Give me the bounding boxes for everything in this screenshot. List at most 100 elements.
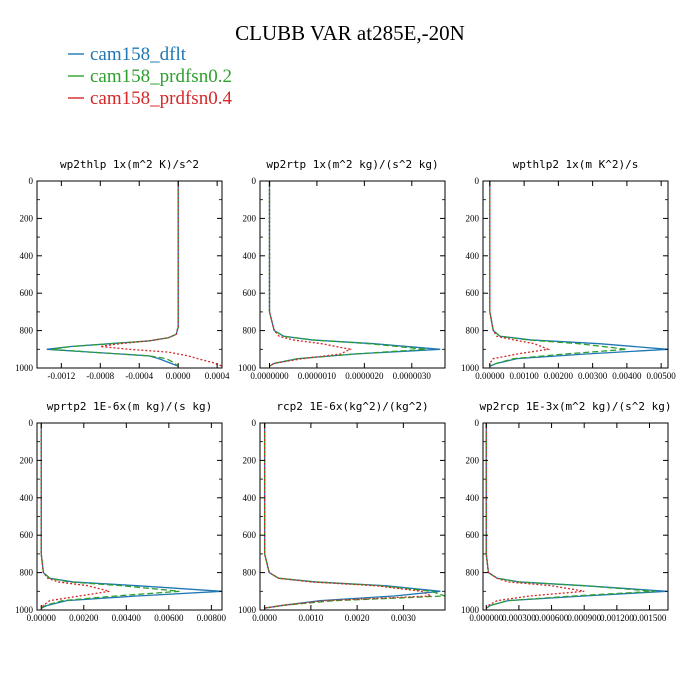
y-tick-label: 200 xyxy=(466,455,480,465)
y-tick-label: 0 xyxy=(252,176,257,186)
series-line xyxy=(489,181,551,367)
y-tick-label: 400 xyxy=(243,493,257,503)
x-tick-label: 0.0000030 xyxy=(393,371,432,381)
legend-label: cam158_prdfsn0.2 xyxy=(90,66,232,87)
chart-panel: wprtp2 1E-6x(m kg)/(s kg) 0 200 400 600 800 10… xyxy=(15,400,226,623)
chart-panel: wp2rtp 1x(m^2 kg)/(s^2 kg) 0 200 400 600 800 1… xyxy=(238,158,446,381)
y-tick-label: 0 xyxy=(475,418,480,428)
y-tick-label: 800 xyxy=(20,568,34,578)
x-tick-label: 0.00400 xyxy=(112,613,142,623)
x-tick-label: 0.00300 xyxy=(578,371,608,381)
x-tick-label: -0.0012 xyxy=(47,371,75,381)
x-tick-label: 0.0000 xyxy=(166,371,191,381)
legend-item: cam158_prdfsn0.4 xyxy=(68,88,232,109)
y-tick-label: 200 xyxy=(243,455,257,465)
x-tick-label: -0.0004 xyxy=(125,371,153,381)
x-tick-label: 0.00500 xyxy=(647,371,677,381)
series-line xyxy=(51,181,179,367)
x-tick-label: 0.0000010 xyxy=(298,371,337,381)
x-tick-label: 0.00600 xyxy=(154,613,184,623)
series-line xyxy=(263,423,434,609)
x-tick-label: 0.0020 xyxy=(345,613,370,623)
y-tick-label: 800 xyxy=(243,326,257,336)
y-tick-label: 600 xyxy=(466,288,480,298)
series-line xyxy=(263,423,445,609)
chart-panel: wpthlp2 1x(m K^2)/s020040060080010000.00… xyxy=(461,158,676,381)
x-tick-label: 0.00400 xyxy=(612,371,642,381)
panel-title: wprtp2 1E-6x(m kg)/(s kg) xyxy=(47,400,213,413)
chart-panel: wp2rcp 1E-3x(m^2 kg)/(s^2 kg) 0 200 400 600 8… xyxy=(461,400,672,623)
y-tick-label: 400 xyxy=(466,493,480,503)
x-tick-label: 0.00000 xyxy=(27,613,57,623)
panels: wp2thlp 1x(m^2 K)/s^2 0 200 400 600 800 1000 -0… xyxy=(15,158,676,623)
panel-title: wp2rtp 1x(m^2 kg)/(s^2 kg) xyxy=(266,158,438,171)
x-tick-label: 0.00200 xyxy=(69,613,99,623)
y-tick-label: 1000 xyxy=(15,605,34,615)
series-line xyxy=(485,423,655,609)
y-tick-label: 0 xyxy=(29,418,34,428)
y-tick-label: 600 xyxy=(20,530,34,540)
y-tick-label: 800 xyxy=(466,326,480,336)
legend: cam158_dfltcam158_prdfsn0.2cam158_prdfsn… xyxy=(68,44,232,109)
series-line xyxy=(489,181,627,367)
x-tick-label: 0.0000000 xyxy=(250,371,289,381)
figure-title: CLUBB VAR at285E,-20N xyxy=(235,21,465,45)
panel-title: rcp2 1E-6x(kg^2)/(kg^2) xyxy=(276,400,428,413)
x-tick-label: -0.0008 xyxy=(86,371,114,381)
plot-frame xyxy=(259,180,446,369)
y-tick-label: 200 xyxy=(20,455,34,465)
y-tick-label: 600 xyxy=(20,288,34,298)
x-tick-label: 0.00000 xyxy=(475,371,505,381)
y-tick-label: 0 xyxy=(252,418,257,428)
x-tick-label: 0.0030 xyxy=(391,613,416,623)
legend-item: cam158_prdfsn0.2 xyxy=(68,66,232,87)
x-tick-label: 0.000300 xyxy=(502,613,536,623)
y-tick-label: 200 xyxy=(243,213,257,223)
y-tick-label: 800 xyxy=(20,326,34,336)
y-tick-label: 600 xyxy=(243,530,257,540)
plot-frame xyxy=(259,422,446,611)
series-group xyxy=(263,423,445,609)
y-tick-label: 200 xyxy=(20,213,34,223)
y-tick-label: 400 xyxy=(20,251,34,261)
series-line xyxy=(485,423,585,609)
y-tick-label: 200 xyxy=(466,213,480,223)
plot-frame xyxy=(36,422,223,611)
y-tick-label: 0 xyxy=(29,176,34,186)
series-line xyxy=(40,423,180,609)
y-tick-label: 1000 xyxy=(15,363,34,373)
plot-frame xyxy=(482,180,669,369)
y-tick-label: 400 xyxy=(243,251,257,261)
series-line xyxy=(263,423,441,609)
panel-title: wp2rcp 1E-3x(m^2 kg)/(s^2 kg) xyxy=(479,400,671,413)
x-tick-label: 0.000000 xyxy=(469,613,503,623)
chart-panel: rcp2 1E-6x(kg^2)/(kg^2) 0 200 400 600 800 1000… xyxy=(238,400,446,623)
series-line xyxy=(268,181,427,367)
series-group xyxy=(485,423,667,609)
legend-item: cam158_dflt xyxy=(68,44,187,65)
series-group xyxy=(40,423,222,609)
y-tick-label: 400 xyxy=(466,251,480,261)
plot-frame xyxy=(36,180,223,369)
y-tick-label: 400 xyxy=(20,493,34,503)
x-tick-label: 0.00100 xyxy=(509,371,539,381)
y-tick-label: 1000 xyxy=(238,605,257,615)
chart-panel: wp2thlp 1x(m^2 K)/s^2 0 200 400 600 800 1000 -0… xyxy=(15,158,230,381)
y-tick-label: 600 xyxy=(466,530,480,540)
x-tick-label: 0.0010 xyxy=(299,613,324,623)
series-line xyxy=(40,423,110,609)
y-tick-label: 1000 xyxy=(461,363,480,373)
y-tick-label: 0 xyxy=(475,176,480,186)
x-tick-label: 0.001200 xyxy=(600,613,634,623)
x-tick-label: 0.000600 xyxy=(535,613,569,623)
series-group xyxy=(268,181,441,367)
y-tick-label: 800 xyxy=(466,568,480,578)
series-group xyxy=(46,181,222,367)
legend-label: cam158_dflt xyxy=(90,44,187,65)
series-line xyxy=(46,181,179,367)
y-tick-label: 1000 xyxy=(238,363,257,373)
series-line xyxy=(268,181,353,367)
y-tick-label: 600 xyxy=(243,288,257,298)
series-line xyxy=(40,423,222,609)
